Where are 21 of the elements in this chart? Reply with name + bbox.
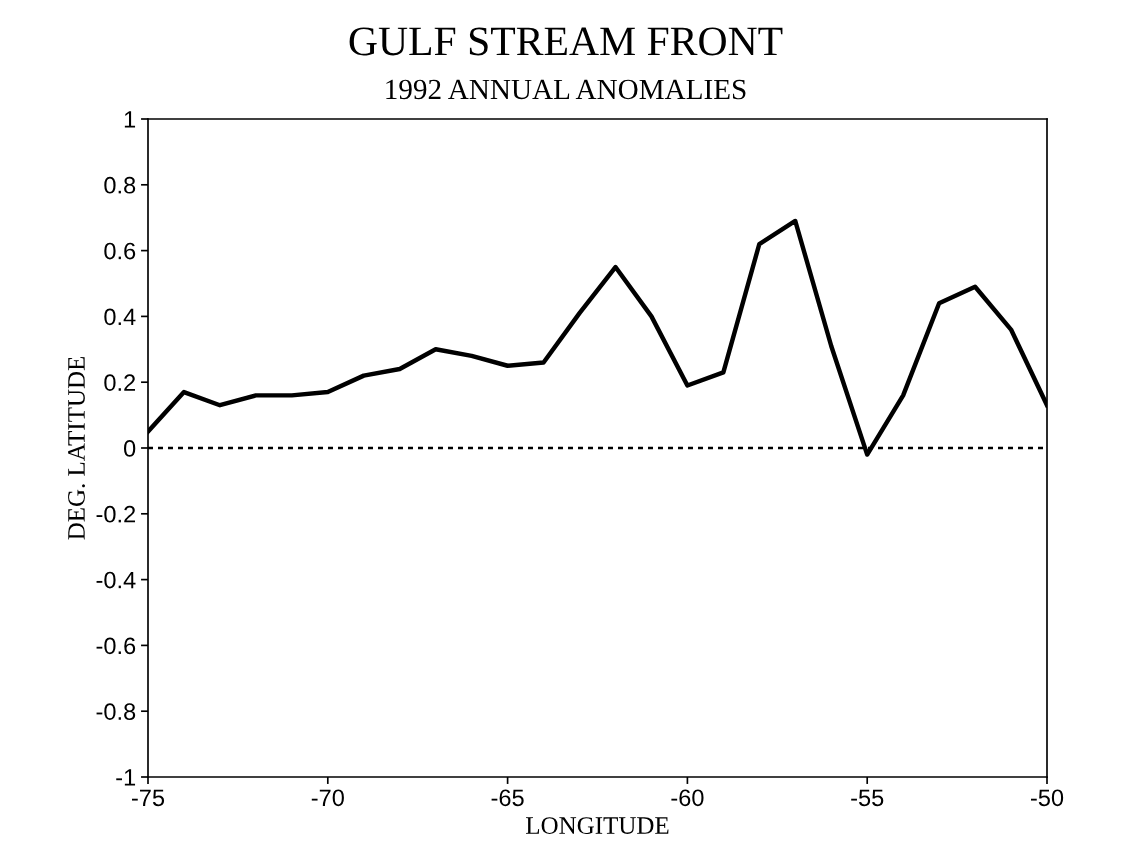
y-tick-label: 0.6 <box>104 242 136 260</box>
x-tick-label: -70 <box>311 789 344 807</box>
y-tick-label: 0.8 <box>104 176 136 194</box>
x-tick-label: -75 <box>131 789 165 807</box>
chart-title: GULF STREAM FRONT <box>349 27 783 56</box>
y-tick-label: -0.6 <box>96 637 136 655</box>
y-tick-label: -0.4 <box>96 571 136 589</box>
x-tick-label: -60 <box>671 789 704 807</box>
x-tick-label: -55 <box>851 789 884 807</box>
y-tick-label: 0 <box>123 440 136 457</box>
x-axis-title: LONGITUDE <box>526 817 669 834</box>
chart-subtitle: 1992 ANNUAL ANOMALIES <box>386 79 746 100</box>
y-tick-label: 1 <box>124 111 136 128</box>
x-tick-label: -50 <box>1030 789 1064 807</box>
y-axis-title: DEG. LATITUDE <box>68 356 85 540</box>
x-tick-label: -65 <box>491 789 524 807</box>
y-tick-label: -0.8 <box>96 703 136 720</box>
y-tick-label: 0.2 <box>104 374 136 391</box>
y-tick-label: -0.2 <box>96 505 136 523</box>
y-tick-label: 0.4 <box>104 308 136 326</box>
y-tick-label: -1 <box>116 769 136 786</box>
